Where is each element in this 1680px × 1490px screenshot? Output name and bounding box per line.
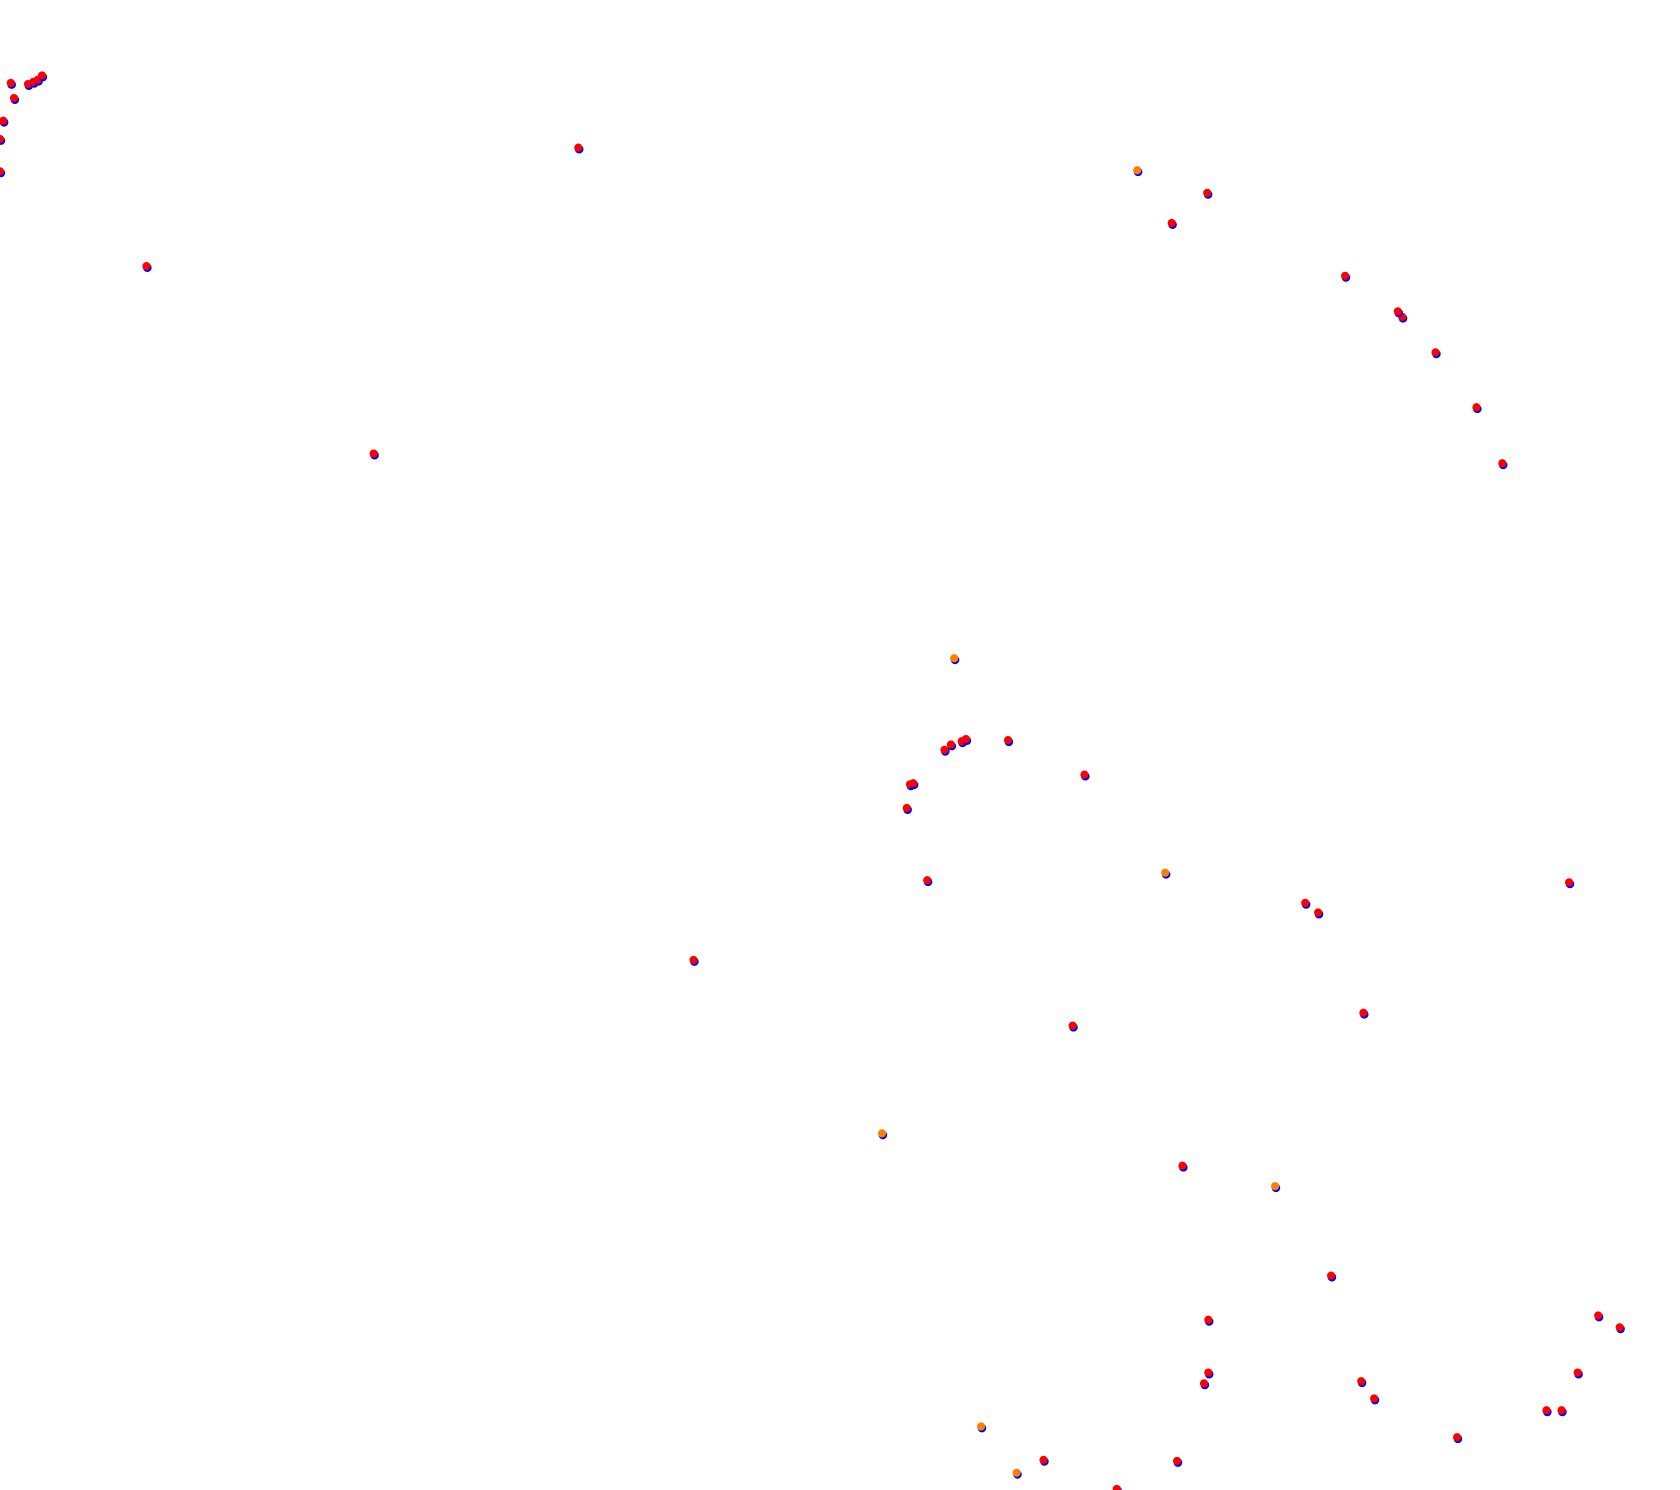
scatter-point (877, 1129, 887, 1138)
scatter-point (1178, 1161, 1187, 1170)
scatter-point (976, 1422, 986, 1431)
scatter-point (1012, 1468, 1021, 1477)
scatter-point (1039, 1455, 1048, 1464)
scatter-point (1557, 1406, 1566, 1415)
scatter-point (1199, 1379, 1209, 1388)
scatter-point (1615, 1323, 1624, 1332)
scatter-point (961, 734, 971, 744)
scatter-point (1472, 403, 1481, 412)
scatter-point (1301, 898, 1310, 907)
scatter-point (1452, 1433, 1462, 1442)
scatter-point (1431, 348, 1440, 357)
scatter-point (1204, 1315, 1213, 1324)
scatter-point (1161, 868, 1170, 877)
scatter-point (6, 78, 15, 88)
scatter-point (1112, 1484, 1121, 1490)
scatter-point (1326, 1271, 1336, 1280)
scatter-point (1370, 1394, 1379, 1403)
scatter-point (0, 134, 5, 144)
scatter-point (689, 955, 698, 965)
scatter-point (1573, 1368, 1582, 1377)
scatter-point (1564, 878, 1574, 887)
scatter-point (1594, 1311, 1603, 1320)
scatter-point (9, 93, 19, 103)
scatter-point (946, 740, 956, 749)
scatter-point (1498, 459, 1507, 468)
scatter-point (1542, 1406, 1551, 1415)
scatter-point (1270, 1182, 1280, 1191)
scatter-point (923, 876, 932, 885)
scatter-point (1314, 908, 1323, 917)
scatter-point (1080, 770, 1089, 779)
scatter-point (37, 71, 47, 80)
scatter-point (950, 654, 959, 663)
scatter-point (1172, 1456, 1182, 1466)
scatter-point (909, 779, 918, 788)
scatter-point (1357, 1377, 1366, 1386)
scatter-point (0, 167, 5, 176)
scatter-point (1203, 188, 1212, 197)
scatter-point (0, 116, 8, 125)
scatter-point (1340, 271, 1350, 280)
scatter-point (1167, 218, 1176, 228)
scatter-point (369, 449, 378, 458)
scatter-point (1359, 1008, 1368, 1017)
scatter-point (1204, 1368, 1213, 1377)
scatter-point (1003, 736, 1013, 745)
scatter-point (1133, 166, 1142, 175)
scatter-point (142, 262, 151, 271)
scatter-point (940, 745, 949, 754)
scatter-point (1068, 1021, 1077, 1030)
scatter-point (1393, 307, 1402, 316)
scatter-point (574, 143, 583, 152)
scatter-point (902, 803, 911, 813)
scatter-marks (0, 71, 1625, 1490)
